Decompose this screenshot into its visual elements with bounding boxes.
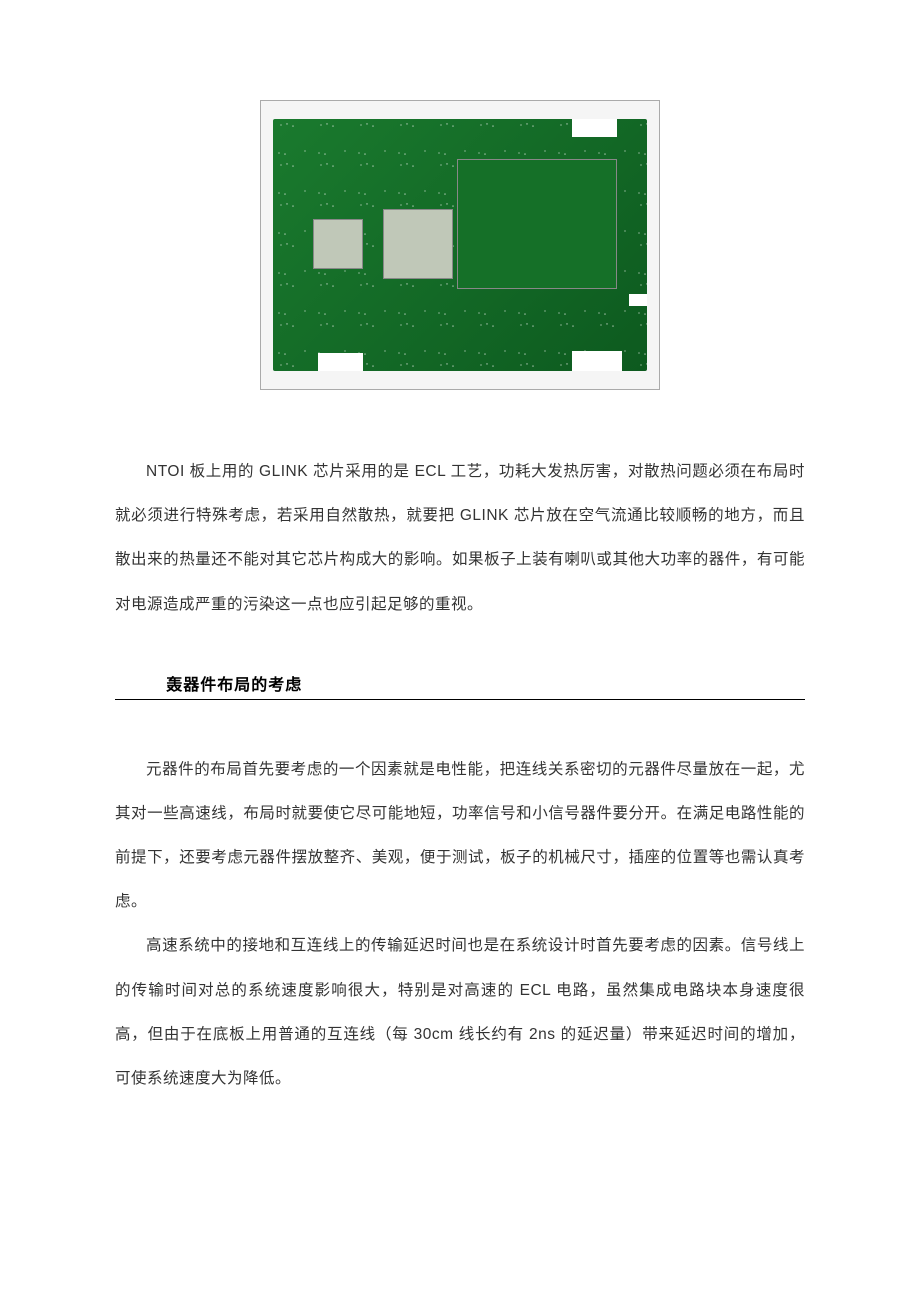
- pcb-empty-region: [457, 159, 617, 289]
- pcb-redaction: [572, 351, 622, 371]
- pcb-redaction: [572, 119, 617, 137]
- body-paragraph-3: 高速系统中的接地和互连线上的传输延迟时间也是在系统设计时首先要考虑的因素。信号线…: [115, 924, 805, 1101]
- pcb-chip-main: [383, 209, 453, 279]
- body-paragraph-1: NTOI 板上用的 GLINK 芯片采用的是 ECL 工艺，功耗大发热厉害，对散…: [115, 450, 805, 627]
- pcb-board-photo: [260, 100, 660, 390]
- pcb-board: [273, 119, 647, 371]
- section-heading: 轰器件布局的考虑: [166, 671, 805, 695]
- pcb-chip-small: [313, 219, 363, 269]
- pcb-redaction: [318, 353, 363, 371]
- section-heading-container: 轰器件布局的考虑: [115, 671, 805, 700]
- body-paragraph-2: 元器件的布局首先要考虑的一个因素就是电性能，把连线关系密切的元器件尽量放在一起，…: [115, 748, 805, 925]
- pcb-redaction: [629, 294, 647, 306]
